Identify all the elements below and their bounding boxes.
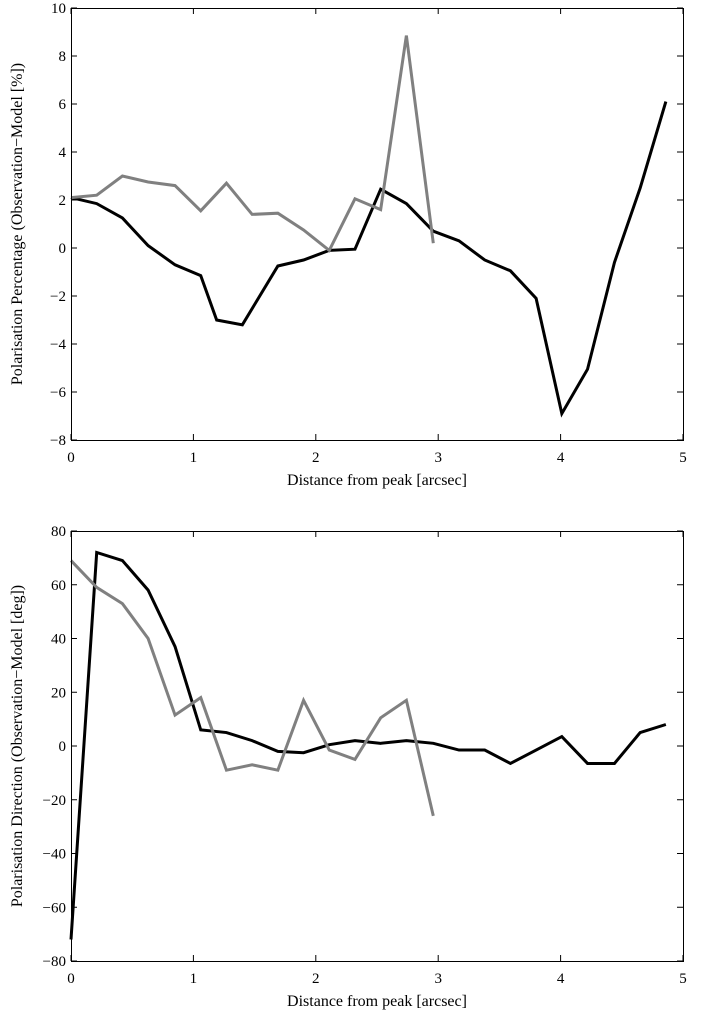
percentage-y-tick-label: 0	[59, 241, 67, 257]
direction-y-axis-label: Polarisation Direction (Observation−Mode…	[9, 585, 26, 907]
direction-x-tick-label: 1	[190, 971, 198, 987]
percentage-y-tick-label: 10	[51, 1, 66, 17]
polarisation-percentage-panel: 0 1 2 3 4 5 −8 −6 −4 −2 0 2 4 6 8 10 Distance from peak …	[9, 1, 687, 489]
polarisation-direction-panel: 0 1 2 3 4 5 −80 −60 −40 −20 0 20 40 60 80 Distance from…	[9, 524, 687, 1010]
direction-y-tick-label: 0	[59, 739, 67, 755]
percentage-series-gray-line	[70, 35, 435, 253]
percentage-x-tick-label: 5	[679, 450, 687, 466]
direction-y-tick-label: −20	[43, 793, 66, 809]
percentage-y-tick-label: 8	[59, 49, 67, 65]
percentage-y-tick-label: 4	[59, 145, 67, 161]
direction-series-black-line	[69, 550, 667, 940]
direction-x-tick-label: 3	[434, 971, 442, 987]
direction-series-gray-line	[69, 559, 435, 817]
percentage-x-tick-label: 3	[434, 450, 442, 466]
direction-y-tick-label: 80	[51, 524, 66, 540]
percentage-x-tick-label: 1	[190, 450, 198, 466]
percentage-x-tick-label: 4	[557, 450, 565, 466]
percentage-y-tick-label: 6	[59, 97, 67, 113]
percentage-axes-frame	[71, 8, 684, 441]
direction-y-tick-label: −40	[43, 847, 66, 863]
percentage-x-tick-label: 2	[312, 450, 320, 466]
percentage-x-tick-label: 0	[67, 450, 75, 466]
direction-y-tick-label: 20	[51, 685, 66, 701]
percentage-y-tick-label: −4	[50, 337, 66, 353]
percentage-y-axis-label: Polarisation Percentage (Observation−Mod…	[9, 63, 26, 385]
direction-y-tick-label: 40	[51, 632, 66, 648]
percentage-y-tick-label: −2	[50, 289, 66, 305]
direction-x-tick-label: 4	[557, 971, 565, 987]
percentage-series-black-line	[70, 101, 668, 418]
direction-x-tick-label: 2	[312, 971, 320, 987]
direction-axes-frame	[71, 531, 684, 962]
percentage-y-tick-label: −6	[50, 385, 66, 401]
percentage-y-tick-label: 2	[59, 193, 67, 209]
direction-y-tick-label: 60	[51, 578, 66, 594]
direction-x-tick-label: 0	[67, 971, 75, 987]
direction-y-tick-label: −60	[43, 900, 66, 916]
percentage-x-axis-label: Distance from peak [arcsec]	[287, 472, 467, 489]
direction-x-axis-label: Distance from peak [arcsec]	[287, 993, 467, 1010]
percentage-y-tick-label: −8	[50, 433, 66, 449]
direction-x-tick-label: 5	[679, 971, 687, 987]
direction-y-tick-label: −80	[43, 954, 66, 970]
